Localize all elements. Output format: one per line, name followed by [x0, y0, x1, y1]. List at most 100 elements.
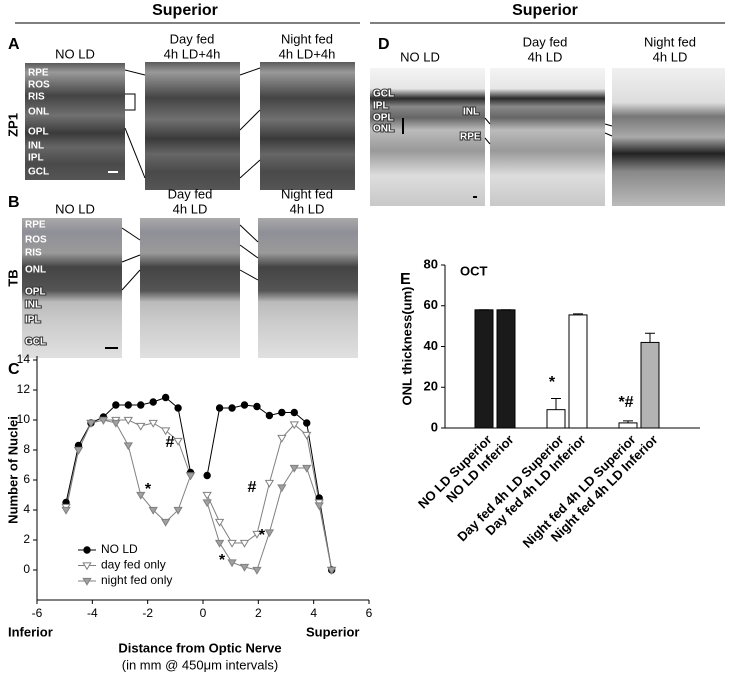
oct-image [612, 68, 725, 206]
column-header: 4h LD [528, 49, 563, 64]
y-tick-label: 6 [23, 472, 30, 486]
point [173, 506, 183, 515]
point [136, 422, 146, 431]
y-axis-label: Number of Nuclei [5, 416, 20, 524]
point [214, 518, 225, 527]
panel-label: B [8, 194, 20, 211]
point [302, 464, 312, 473]
layer-label: IPL [373, 101, 389, 112]
y-tick-label: 80 [424, 256, 438, 271]
y-tick-label: 20 [424, 379, 438, 394]
micrograph [25, 63, 125, 180]
y-tick-label: 10 [17, 412, 31, 426]
layer-label: RPE [460, 132, 481, 143]
y-tick-label: 0 [23, 562, 30, 576]
y-tick-label: 0 [431, 419, 438, 434]
point [202, 491, 212, 500]
point [277, 434, 287, 443]
layer-label: IPL [25, 315, 41, 326]
annotation: * [549, 374, 556, 391]
column-header: 4h LD [173, 201, 208, 216]
connectors [121, 224, 259, 291]
point [124, 401, 133, 409]
point [160, 518, 171, 527]
point [326, 566, 337, 575]
column-header: 4h LD+4h [279, 46, 336, 61]
column-header: 4h LD [653, 49, 688, 64]
point [173, 437, 183, 446]
header: Superior [152, 2, 218, 19]
connectors [484, 117, 613, 145]
point [160, 427, 171, 436]
legend-marker [83, 546, 91, 554]
column-header: Night fed [281, 186, 333, 201]
legend-marker [82, 562, 92, 571]
point [302, 431, 312, 440]
layer-label: ROS [25, 235, 47, 246]
bar [496, 309, 516, 429]
layer-label: RPE [25, 220, 46, 231]
error-bar [551, 397, 561, 410]
layer-label: RIS [25, 248, 42, 259]
x-tick-label: 2 [255, 606, 262, 620]
micrograph [140, 218, 240, 358]
layer-label: INL [463, 107, 479, 118]
layer-label: INL [28, 141, 44, 152]
stain-label: ZP1 [5, 113, 20, 137]
x-axis-label: Distance from Optic Nerve [118, 640, 281, 655]
bar [546, 409, 566, 429]
error-bar [645, 332, 655, 343]
layer-label: RPE [28, 68, 49, 79]
column-header: Day fed [168, 186, 213, 201]
layer-label: ONL [373, 124, 394, 135]
micrograph [260, 62, 355, 190]
x-tick-label: 0 [200, 606, 207, 620]
x-tick-label: 6 [366, 606, 373, 620]
point [228, 404, 236, 412]
panel-label: A [8, 36, 20, 53]
annotation: * [219, 552, 226, 569]
point [111, 419, 121, 428]
layer-labels: GCL IPL OPL ONL INL RPE [372, 88, 482, 144]
panel-label: E [400, 271, 411, 288]
point [137, 401, 145, 409]
stain-label: TB [5, 269, 20, 286]
legend-label: night fed only [101, 573, 172, 587]
point [214, 539, 225, 548]
column-header: Day fed [523, 34, 568, 49]
point [174, 404, 182, 412]
y-tick-label: 60 [424, 297, 438, 312]
x-end-label: Inferior [8, 624, 53, 639]
point [240, 401, 249, 409]
annotation: *# [618, 394, 633, 411]
y-tick-label: 8 [23, 442, 30, 456]
y-axis-label: ONL thickness(um) [399, 287, 414, 406]
legend-marker [82, 577, 92, 586]
point [202, 499, 212, 508]
annotation: # [248, 479, 257, 496]
bar [568, 314, 588, 429]
point [123, 416, 133, 425]
point [277, 484, 287, 493]
point [61, 506, 71, 515]
point [98, 416, 109, 425]
bar [618, 422, 638, 429]
point [303, 419, 311, 427]
layer-labels: RPE ROS RIS ONL OPL INL IPL GCL [28, 68, 50, 178]
column-header: 4h LD [290, 201, 325, 216]
y-tick-label: 40 [424, 338, 438, 353]
layer-label: OPL [25, 287, 46, 298]
layer-label: ROS [28, 80, 50, 91]
legend-label: day fed only [101, 558, 166, 572]
point [289, 464, 299, 473]
layer-label: GCL [373, 89, 394, 100]
error-bar [623, 420, 633, 423]
point [290, 408, 298, 417]
legend-label: NO LD [101, 542, 138, 556]
column-header: Night fed [281, 31, 333, 46]
x-axis-sublabel: (in mm @ 450μm intervals) [122, 657, 279, 672]
point [215, 404, 224, 412]
error-bar [573, 313, 583, 315]
point [149, 398, 157, 406]
